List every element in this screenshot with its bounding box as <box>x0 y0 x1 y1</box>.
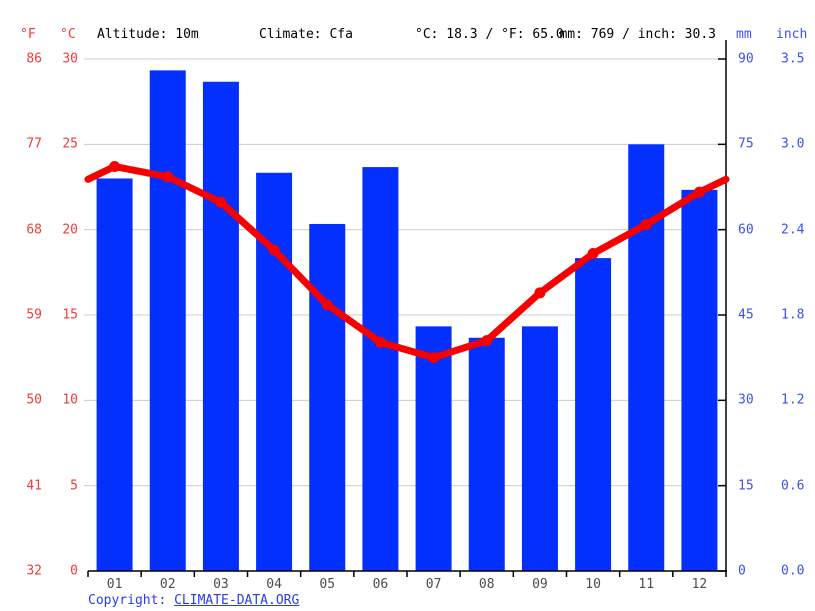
precipitation-bar <box>468 337 505 571</box>
temperature-line <box>84 163 730 362</box>
mm-axis-tick-label: 0 <box>738 563 746 579</box>
precipitation-bar <box>575 258 612 571</box>
month-label: 12 <box>691 577 708 592</box>
f-axis-tick-label: 68 <box>26 222 42 238</box>
f-axis-tick-label: 41 <box>26 478 42 494</box>
precipitation-bar <box>521 326 558 571</box>
precipitation-bar <box>149 70 186 571</box>
copyright-line: Copyright: CLIMATE-DATA.ORG <box>88 593 299 608</box>
inch-axis-tick-label: 1.8 <box>781 307 805 323</box>
month-label: 04 <box>266 577 282 592</box>
f-axis-tick-label: 59 <box>26 307 42 323</box>
temperature-point <box>534 287 546 299</box>
month-label: 11 <box>638 577 655 592</box>
temperature-point <box>428 352 440 364</box>
inch-axis-tick-label: 2.4 <box>781 222 805 238</box>
temperature-point <box>321 299 333 311</box>
f-axis-tick-label: 32 <box>26 563 42 579</box>
precipitation-bar <box>96 178 133 571</box>
inch-axis-tick-label: 1.2 <box>781 392 805 408</box>
temperature-point <box>481 335 493 347</box>
mm-axis-tick-label: 90 <box>738 51 754 67</box>
temperature-point <box>268 244 280 256</box>
temperature-point <box>640 219 652 231</box>
inch-axis-tick-label: 0.0 <box>781 563 805 579</box>
month-label: 09 <box>532 577 548 592</box>
precipitation-bar <box>362 167 399 572</box>
climate-class-label: Climate: Cfa <box>259 27 353 42</box>
inch-axis-tick-label: 0.6 <box>781 478 805 494</box>
precipitation-bar <box>256 172 293 571</box>
f-axis-tick-label: 86 <box>26 51 42 67</box>
c-axis-tick-label: 10 <box>62 392 78 408</box>
temperature-point <box>587 248 599 260</box>
climate-data-org-link[interactable]: CLIMATE-DATA.ORG <box>174 593 300 608</box>
mm-axis-tick-label: 75 <box>738 136 754 152</box>
precipitation-bar <box>681 189 718 571</box>
mm-axis-tick-label: 45 <box>738 307 754 323</box>
precipitation-summary: mm: 769 / inch: 30.3 <box>559 27 716 42</box>
temperature-point <box>109 161 121 173</box>
mm-axis-tick-label: 60 <box>738 222 754 238</box>
precipitation-bar <box>309 223 346 571</box>
c-axis-tick-label: 20 <box>62 222 78 238</box>
f-axis-tick-label: 50 <box>26 392 42 408</box>
month-label: 02 <box>159 577 176 592</box>
precipitation-bar <box>202 81 239 571</box>
altitude-label: Altitude: 10m <box>97 27 199 42</box>
inch-axis-tick-label: 3.0 <box>781 136 805 152</box>
temperature-point <box>374 336 386 348</box>
temperature-point <box>215 196 227 208</box>
c-axis-tick-label: 25 <box>62 136 78 152</box>
temperature-point <box>693 186 705 198</box>
month-label: 07 <box>425 577 442 592</box>
temperature-summary: °C: 18.3 / °F: 65.0 <box>415 27 564 42</box>
precipitation-bar <box>415 326 452 571</box>
month-label: 08 <box>478 577 495 592</box>
inch-unit-label: inch <box>776 27 808 42</box>
copyright-label: Copyright: <box>88 593 175 608</box>
precipitation-bar <box>628 144 665 572</box>
month-label: 10 <box>585 577 601 592</box>
inch-axis-tick-label: 3.5 <box>781 51 805 67</box>
fahrenheit-unit-label: °F <box>20 27 36 42</box>
month-label: 01 <box>106 577 123 592</box>
celsius-unit-label: °C <box>60 27 76 42</box>
mm-unit-label: mm <box>736 27 752 42</box>
c-axis-tick-label: 15 <box>62 307 78 323</box>
temperature-point <box>162 171 174 183</box>
month-label: 03 <box>213 577 229 592</box>
mm-axis-tick-label: 30 <box>738 392 754 408</box>
f-axis-tick-label: 77 <box>26 136 42 152</box>
c-axis-tick-label: 30 <box>62 51 78 67</box>
month-label: 05 <box>319 577 336 592</box>
mm-axis-tick-label: 15 <box>738 478 754 494</box>
c-axis-tick-label: 5 <box>70 478 78 494</box>
month-label: 06 <box>372 577 389 592</box>
c-axis-tick-label: 0 <box>70 563 78 579</box>
